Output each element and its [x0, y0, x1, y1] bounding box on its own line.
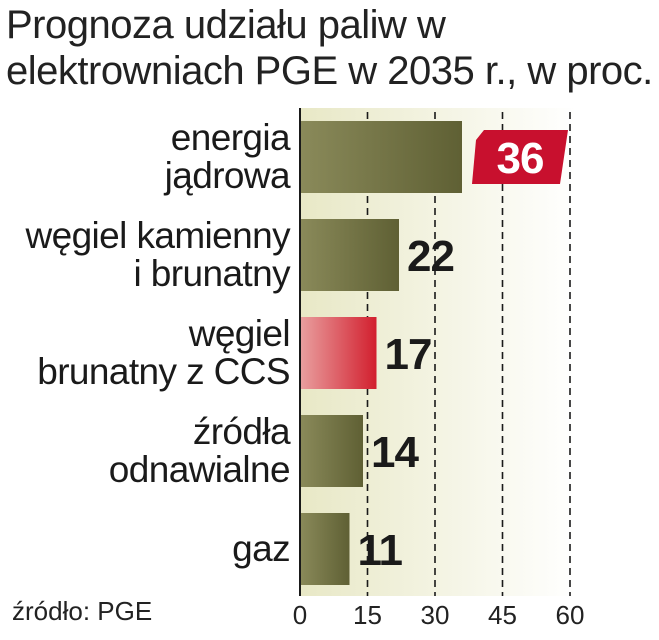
category-label: źródła [193, 411, 291, 452]
value-label-box [472, 130, 568, 184]
source-note: źródło: PGE [12, 596, 153, 626]
value-label: 22 [407, 232, 454, 281]
bar [300, 219, 399, 291]
bar [300, 415, 363, 487]
value-label: 14 [371, 428, 419, 477]
bar-highlighted [300, 317, 377, 389]
category-label: węgiel [188, 313, 290, 354]
x-tick-label: 60 [556, 600, 585, 630]
bar [300, 121, 462, 193]
category-label: i brunatny [134, 253, 292, 294]
x-axis-ticks: 0 15 30 45 60 [293, 600, 585, 630]
category-label: gaz [232, 528, 290, 569]
value-label: 11 [358, 526, 403, 575]
category-label: brunatny z CCS [37, 351, 290, 392]
bars [300, 121, 462, 585]
x-tick-label: 30 [421, 600, 450, 630]
category-label: energia [171, 117, 291, 158]
x-tick-label: 0 [293, 600, 307, 630]
value-labels: 36 22 17 14 11 [358, 130, 568, 575]
x-tick-label: 45 [488, 600, 517, 630]
chart-title: Prognoza udziału paliw w elektrowniach P… [6, 3, 653, 93]
value-label: 17 [385, 330, 432, 379]
bar [300, 513, 350, 585]
category-label: węgiel kamienny [24, 215, 291, 256]
category-label: odnawialne [109, 449, 290, 490]
x-tick-label: 15 [353, 600, 382, 630]
value-label: 36 [497, 134, 544, 183]
category-label: jądrowa [164, 155, 291, 196]
